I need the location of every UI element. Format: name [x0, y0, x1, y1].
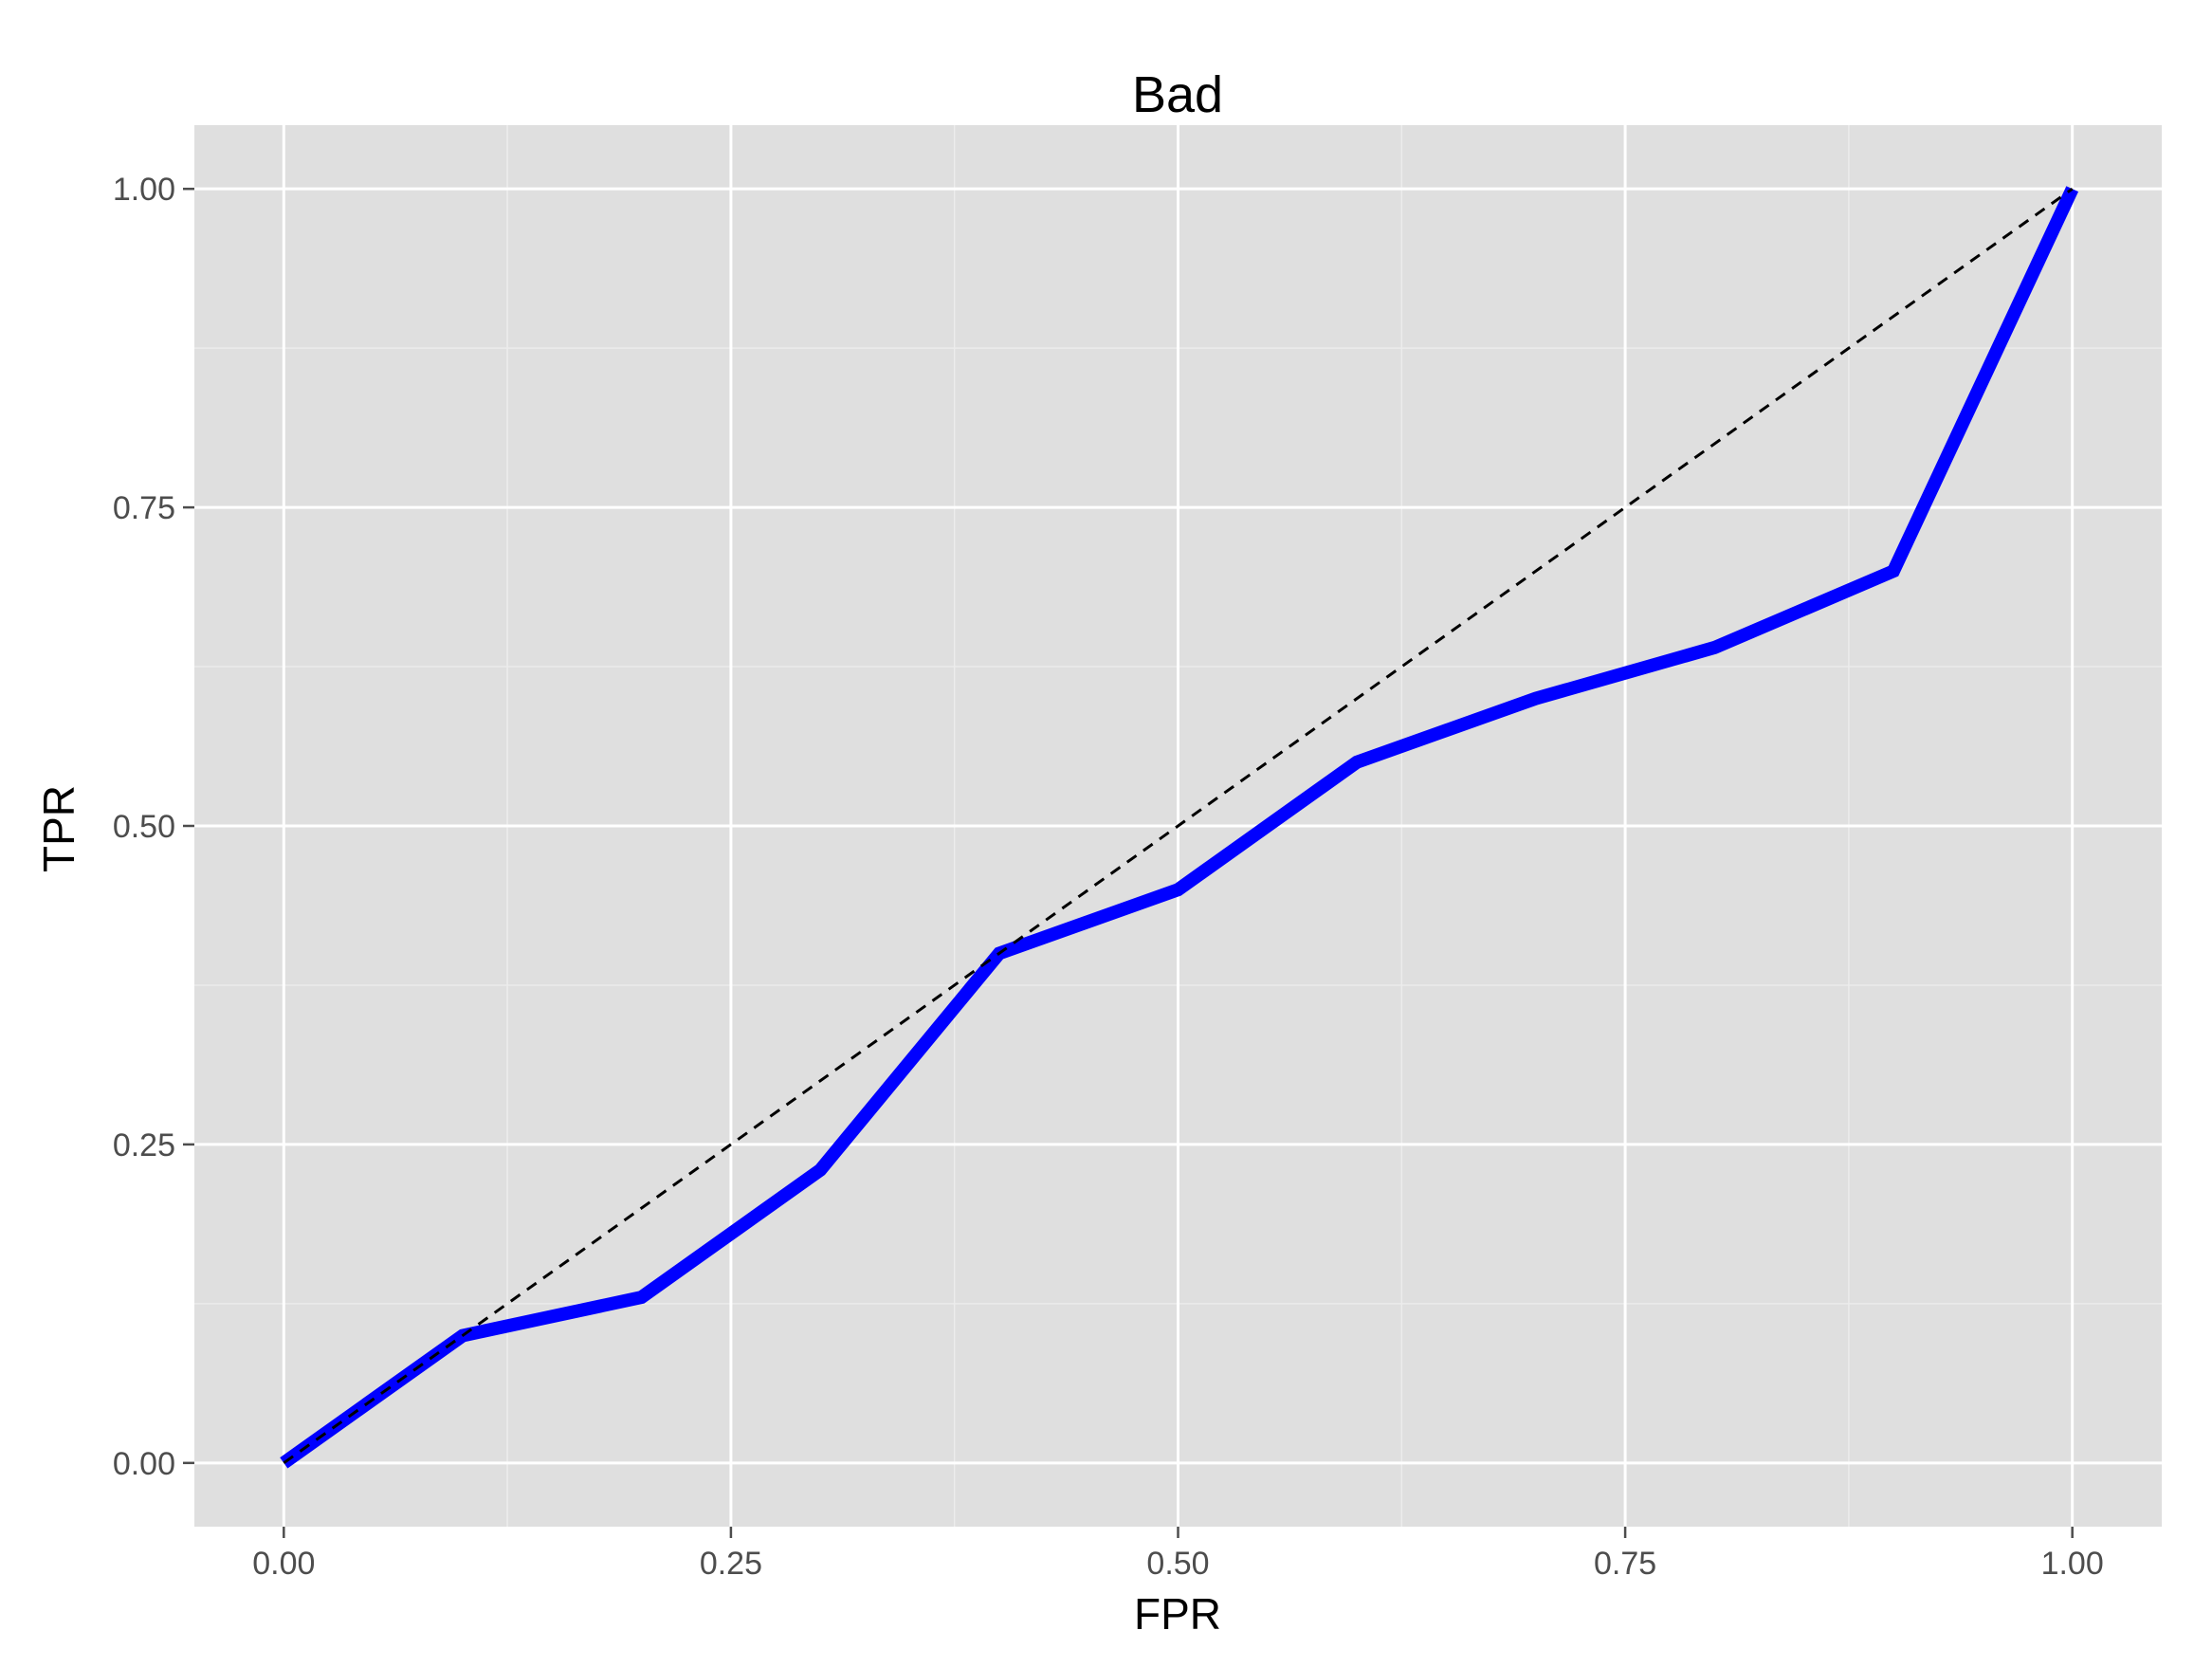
- roc-curve-line: [280, 186, 2079, 1469]
- x-tick-label: 0.25: [700, 1546, 762, 1582]
- y-tick-label: 0.75: [113, 490, 175, 526]
- x-axis-title: FPR: [1134, 1589, 1221, 1639]
- diagonal-reference-line: [283, 187, 2074, 1465]
- x-axis: 0.00 0.25 0.50 0.75 1.00: [252, 1527, 2104, 1582]
- y-axis-title: TPR: [34, 785, 83, 872]
- x-tick-label: 0.75: [1594, 1546, 1656, 1582]
- chart-title: Bad: [1132, 66, 1223, 123]
- series-layer: [280, 186, 2079, 1469]
- y-tick-label: 1.00: [113, 172, 175, 208]
- x-tick-label: 1.00: [2041, 1546, 2104, 1582]
- x-tick-label: 0.50: [1146, 1546, 1209, 1582]
- y-tick-label: 0.25: [113, 1127, 175, 1163]
- x-tick-label: 0.00: [252, 1546, 315, 1582]
- y-axis: 0.00 0.25 0.50 0.75 1.00: [113, 172, 194, 1482]
- y-tick-label: 0.50: [113, 809, 175, 845]
- y-tick-label: 0.00: [113, 1446, 175, 1482]
